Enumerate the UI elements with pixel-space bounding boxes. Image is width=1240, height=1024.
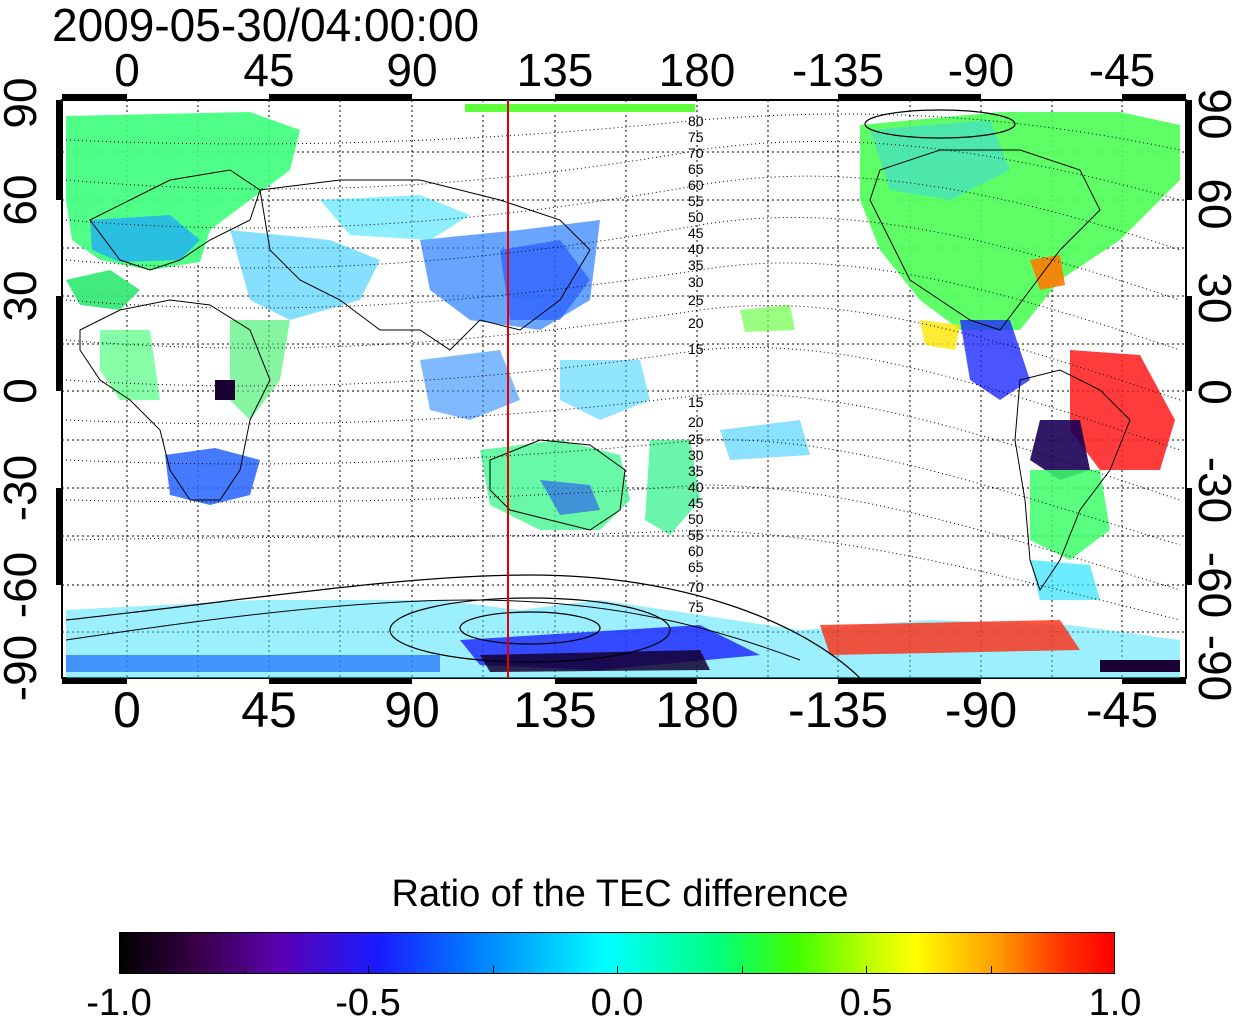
tec-patches: [66, 104, 1180, 678]
colorbar-title: Ratio of the TEC difference: [391, 873, 849, 915]
contour-label: 30: [688, 274, 704, 290]
contour-label: 50: [688, 209, 704, 225]
contour-label: 35: [688, 463, 704, 479]
contour-label: 75: [688, 129, 704, 145]
contour-label: 65: [688, 559, 704, 575]
map-title: 2009-05-30/04:00:00: [52, 0, 480, 51]
contour-label: 20: [688, 414, 704, 430]
lon-tick-top: 0: [114, 44, 140, 96]
colorbar-tick: 1.0: [1088, 982, 1142, 1024]
south-pole-contours: [65, 109, 1016, 678]
tec-map: 80 75 70 65 60 55 50 45 40 35 30 25 20 1…: [56, 94, 1192, 684]
lon-tick-bottom: -90: [944, 682, 1018, 738]
colorbar-minor-tick: [368, 966, 369, 974]
lon-tick-bottom: 90: [384, 682, 440, 738]
magnetic-contours: [65, 113, 1181, 621]
contour-label: 40: [688, 241, 704, 257]
lon-tick-bottom: 180: [655, 682, 739, 738]
colorbar-tick: -0.5: [335, 982, 401, 1024]
contour-label: 45: [688, 225, 704, 241]
colorbar-minor-tick: [991, 966, 992, 974]
contour-label: 65: [688, 161, 704, 177]
lon-tick-bottom: -45: [1085, 682, 1159, 738]
lon-tick-top: -135: [791, 44, 885, 96]
lon-tick-top: -90: [947, 44, 1015, 96]
contour-label: 15: [688, 341, 704, 357]
colorbar-minor-tick: [866, 966, 867, 974]
contour-label: 60: [688, 177, 704, 193]
contour-labels-south: 15 20 25 30 35 40 45 50 55 60 65 70 75: [688, 394, 704, 615]
colorbar-minor-tick: [617, 966, 618, 974]
lon-tick-top: 45: [243, 44, 295, 96]
contour-label: 15: [688, 394, 704, 410]
contour-label: 55: [688, 193, 704, 209]
contour-label: 75: [688, 599, 704, 615]
colorbar-tick: 0.0: [590, 982, 644, 1024]
coastlines: [65, 149, 1131, 661]
contour-label: 55: [688, 527, 704, 543]
lon-tick-bottom: 135: [513, 682, 597, 738]
lon-tick-top: 180: [658, 44, 736, 96]
colorbar-minor-tick: [493, 966, 494, 974]
contour-label: 20: [688, 315, 704, 331]
frame-ticks: [56, 94, 1192, 684]
colorbar-minor-tick: [244, 966, 245, 974]
lon-tick-bottom: 45: [241, 682, 297, 738]
lon-tick-top: 135: [516, 44, 594, 96]
colorbar-tick: 0.5: [839, 982, 893, 1024]
contour-label: 70: [688, 145, 704, 161]
contour-label: 25: [688, 292, 704, 308]
lon-tick-top: -45: [1088, 44, 1156, 96]
lon-tick-bottom: 0: [113, 682, 141, 738]
colorbar-minor-tick: [742, 966, 743, 974]
contour-label: 40: [688, 479, 704, 495]
contour-label: 45: [688, 495, 704, 511]
contour-label: 60: [688, 543, 704, 559]
lon-tick-bottom: -135: [787, 682, 889, 738]
contour-labels-north: 80 75 70 65 60 55 50 45 40 35 30 25 20 1…: [688, 113, 704, 357]
contour-label: 80: [688, 113, 704, 129]
contour-label: 70: [688, 579, 704, 595]
contour-label: 35: [688, 257, 704, 273]
colorbar-tick: -1.0: [86, 982, 152, 1024]
contour-label: 50: [688, 511, 704, 527]
lon-tick-top: 90: [386, 44, 438, 96]
contour-label: 30: [688, 447, 704, 463]
contour-label: 25: [688, 431, 704, 447]
